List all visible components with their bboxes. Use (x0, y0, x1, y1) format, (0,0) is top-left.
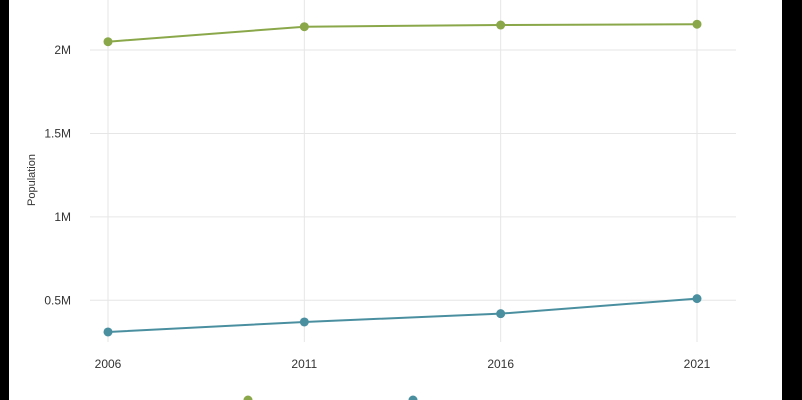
legend-item[interactable] (243, 395, 253, 400)
y-axis-ticks: 0.5M 1M 1.5M 2M (44, 43, 71, 307)
data-point[interactable] (299, 22, 309, 32)
chart-panel: Population 0.5M 1M 1.5M 2M 2006 2011 2016 2021 (9, 0, 782, 400)
legend-item[interactable] (408, 395, 418, 400)
series-lines (103, 19, 702, 337)
legend-marker (408, 395, 418, 400)
series-1 (103, 19, 702, 47)
y-axis-title: Population (26, 154, 38, 206)
x-tick-label: 2011 (291, 357, 317, 371)
legend-marker (243, 395, 253, 400)
y-tick-label: 1.5M (44, 126, 71, 140)
data-point[interactable] (496, 309, 506, 319)
x-tick-label: 2016 (487, 357, 514, 371)
data-point[interactable] (103, 327, 113, 337)
y-tick-label: 2M (54, 43, 71, 57)
data-point[interactable] (299, 317, 309, 327)
y-tick-label: 1M (54, 210, 71, 224)
series-line (107, 23, 698, 43)
x-tick-label: 2021 (684, 357, 711, 371)
data-point[interactable] (103, 37, 113, 47)
data-point[interactable] (692, 19, 702, 29)
line-chart: Population 0.5M 1M 1.5M 2M 2006 2011 2016 2021 (26, 0, 736, 400)
x-tick-label: 2006 (95, 357, 122, 371)
x-axis-ticks: 2006 2011 2016 2021 (95, 357, 711, 371)
series-line (107, 297, 698, 333)
gridlines (90, 0, 736, 342)
legend[interactable] (243, 395, 418, 400)
y-tick-label: 0.5M (44, 293, 71, 307)
data-point[interactable] (496, 20, 506, 30)
data-point[interactable] (692, 294, 702, 304)
series-2 (103, 294, 702, 337)
